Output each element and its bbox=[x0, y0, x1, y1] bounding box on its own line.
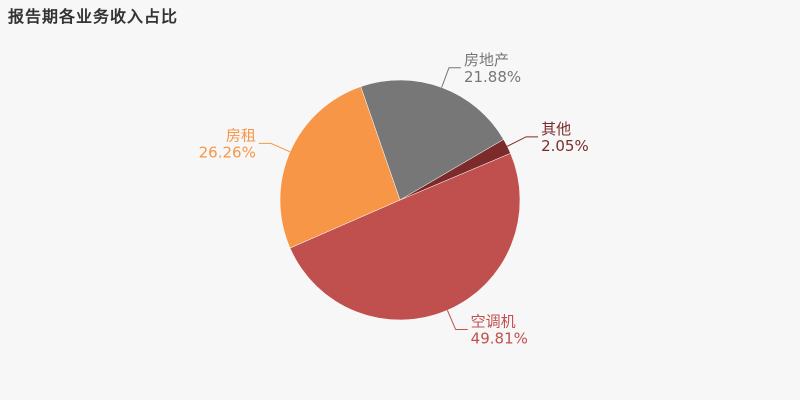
pie-slice-0[interactable] bbox=[289, 152, 521, 321]
leader-line-0 bbox=[446, 310, 468, 331]
pie-slice-2[interactable] bbox=[360, 79, 504, 201]
slice-name-label-3: 其他 bbox=[541, 120, 571, 138]
slice-name-label-1: 房租 bbox=[226, 126, 256, 144]
pie-slice-3[interactable] bbox=[399, 139, 511, 201]
pie-slices bbox=[279, 79, 521, 321]
leader-line-3 bbox=[507, 136, 539, 147]
leader-line-2 bbox=[441, 67, 461, 88]
slice-value-label-2: 21.88% bbox=[464, 68, 521, 86]
leader-line-1 bbox=[258, 142, 291, 153]
slice-name-label-0: 空调机 bbox=[471, 313, 516, 331]
slice-value-label-1: 26.26% bbox=[199, 143, 256, 161]
slice-value-label-0: 49.81% bbox=[471, 330, 528, 348]
slice-name-label-2: 房地产 bbox=[464, 51, 509, 69]
slice-value-label-3: 2.05% bbox=[541, 137, 589, 155]
chart-title: 报告期各业务收入占比 bbox=[8, 7, 179, 26]
